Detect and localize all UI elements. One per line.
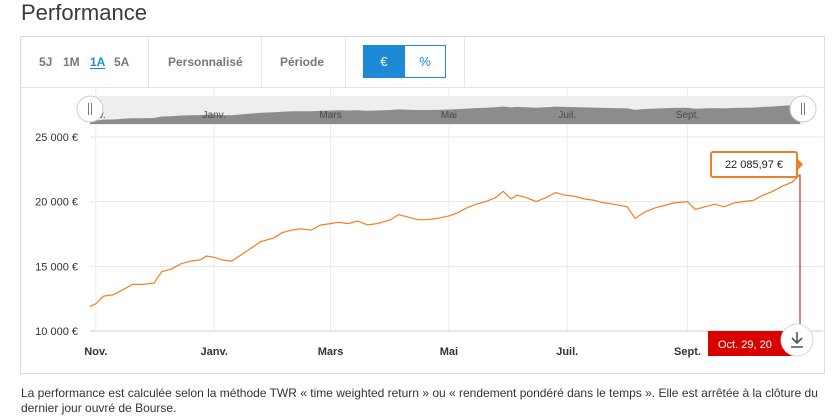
toolbar-divider — [345, 37, 346, 87]
y-tick-label: 10 000 € — [35, 326, 78, 338]
x-tick-label: Janv. — [200, 346, 227, 358]
period-button[interactable]: Période — [280, 55, 325, 69]
percent-toggle-button[interactable]: % — [404, 45, 446, 78]
range-5j-button[interactable]: 5J — [39, 55, 53, 69]
methodology-note: La performance est calculée selon la mét… — [21, 386, 818, 415]
x-tick-label: Mai — [440, 346, 458, 358]
navigator-series-area — [90, 104, 800, 124]
toolbar-divider — [464, 37, 465, 87]
x-tick-label: Nov. — [84, 346, 107, 358]
series-line — [89, 174, 801, 307]
range-5a-button[interactable]: 5A — [114, 55, 130, 69]
toolbar-divider — [148, 37, 149, 87]
download-icon — [791, 332, 803, 348]
chart-toolbar: 5J 1M 1A 5A Personnalisé Période € % — [21, 37, 824, 88]
euro-toggle-button[interactable]: € — [363, 45, 405, 78]
navigator-tick-label: Juil. — [558, 110, 576, 121]
range-1m-button[interactable]: 1M — [63, 55, 80, 69]
x-tick-label: Mars — [318, 346, 344, 358]
last-date-label: Oct. 29, 20 — [718, 339, 772, 351]
range-1a-button[interactable]: 1A — [90, 55, 106, 69]
navigator-tick-label: Mai — [441, 110, 457, 121]
last-value-pointer — [797, 158, 803, 171]
y-tick-label: 25 000 € — [35, 132, 78, 144]
navigator-tick-label: Sept. — [676, 110, 699, 121]
navigator-tick-label: Janv. — [203, 110, 226, 121]
navigator-right-handle — [789, 95, 817, 123]
page-title: Performance — [21, 0, 147, 25]
y-tick-label: 15 000 € — [35, 261, 78, 273]
x-tick-label: Sept. — [674, 346, 701, 358]
navigator-tick-label: Mars — [319, 110, 341, 121]
x-tick-label: Juil. — [556, 346, 578, 358]
y-tick-label: 20 000 € — [35, 197, 78, 209]
toolbar-divider — [261, 37, 262, 87]
last-value-label: 22 085,97 € — [725, 159, 783, 171]
custom-range-button[interactable]: Personnalisé — [168, 55, 243, 69]
navigator-left-handle — [76, 95, 104, 123]
